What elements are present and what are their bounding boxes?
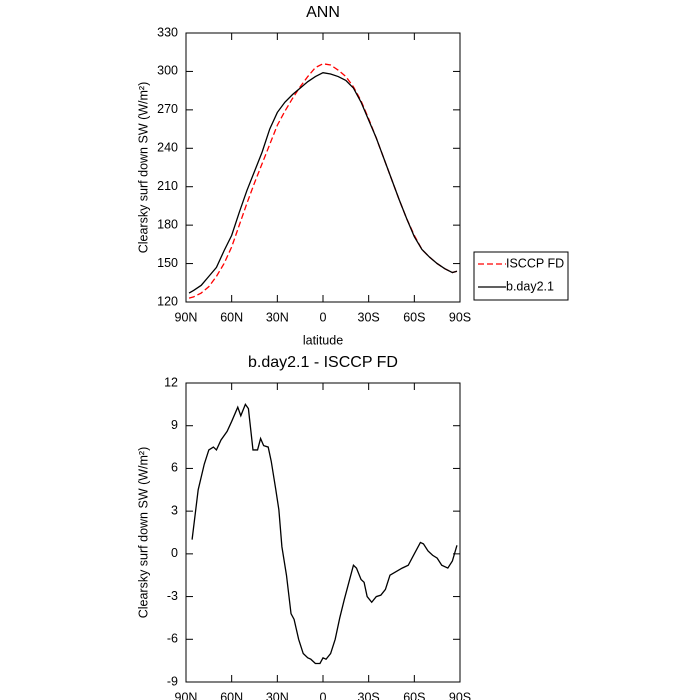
x-tick-label: 0 xyxy=(320,310,327,324)
x-tick-label: 90N xyxy=(175,310,198,324)
y-tick-label: 120 xyxy=(157,294,178,308)
y-tick-label: 270 xyxy=(157,102,178,116)
y-tick-label: -3 xyxy=(167,589,178,603)
x-tick-label: 0 xyxy=(320,690,327,700)
y-tick-label: 150 xyxy=(157,256,178,270)
x-tick-label: 60N xyxy=(220,310,243,324)
y-tick-label: 210 xyxy=(157,179,178,193)
plot-frame xyxy=(185,382,461,683)
series-line xyxy=(188,63,458,299)
x-axis-title: latitude xyxy=(303,333,343,347)
y-tick-label: -6 xyxy=(167,632,178,646)
chart-title: b.day2.1 - ISCCP FD xyxy=(248,354,398,371)
series-line xyxy=(188,72,458,294)
x-tick-label: 90S xyxy=(449,310,471,324)
x-tick-label: 30N xyxy=(266,690,289,700)
y-tick-label: 0 xyxy=(171,546,178,560)
x-tick-label: 90N xyxy=(175,690,198,700)
x-tick-label: 90S xyxy=(449,690,471,700)
y-axis-title: Clearsky surf down SW (W/m²) xyxy=(136,82,150,254)
x-tick-label: 60S xyxy=(403,690,425,700)
y-tick-label: 3 xyxy=(171,503,178,517)
series-line xyxy=(191,403,458,665)
x-tick-label: 60S xyxy=(403,310,425,324)
x-tick-label: 30N xyxy=(266,310,289,324)
chart-title: ANN xyxy=(306,4,340,21)
y-tick-label: -9 xyxy=(167,674,178,688)
y-axis-title: Clearsky surf down SW (W/m²) xyxy=(136,447,150,619)
x-tick-label: 30S xyxy=(358,310,380,324)
legend-label: b.day2.1 xyxy=(506,279,554,293)
y-tick-label: 240 xyxy=(157,141,178,155)
legend-box xyxy=(473,251,569,301)
y-tick-label: 6 xyxy=(171,461,178,475)
y-tick-label: 9 xyxy=(171,418,178,432)
x-tick-label: 30S xyxy=(358,690,380,700)
x-tick-label: 60N xyxy=(220,690,243,700)
y-tick-label: 12 xyxy=(164,375,178,389)
y-tick-label: 180 xyxy=(157,217,178,231)
legend-label: ISCCP FD xyxy=(506,256,564,270)
y-tick-label: 300 xyxy=(157,64,178,78)
y-tick-label: 330 xyxy=(157,25,178,39)
